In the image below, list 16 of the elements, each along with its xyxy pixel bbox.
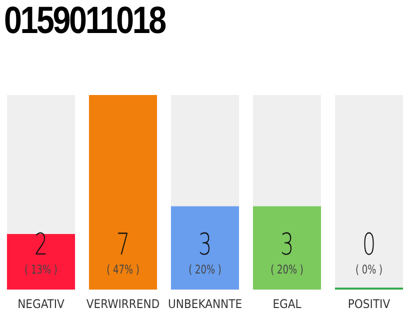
- data-label: 3: [198, 228, 212, 263]
- data-label: 2: [34, 228, 48, 263]
- annotation: ( 0% ): [356, 264, 382, 278]
- annotation: ( 13% ): [24, 264, 58, 278]
- x-tick-label: POSITIV: [348, 296, 391, 311]
- x-tick-label: NEGATIV: [18, 296, 66, 311]
- data-label: 3: [280, 228, 294, 263]
- annotation: ( 20% ): [188, 264, 222, 278]
- x-tick-label: EGAL: [272, 296, 302, 311]
- x-tick-label: UNBEKANNTE: [168, 296, 242, 311]
- data-label: 0: [362, 228, 376, 263]
- annotation: ( 20% ): [270, 264, 304, 278]
- chart-title: 0159011018: [4, 0, 165, 43]
- data-label: 7: [116, 228, 130, 263]
- annotation: ( 47% ): [106, 264, 140, 278]
- x-tick-label: VERWIRREND: [86, 296, 160, 311]
